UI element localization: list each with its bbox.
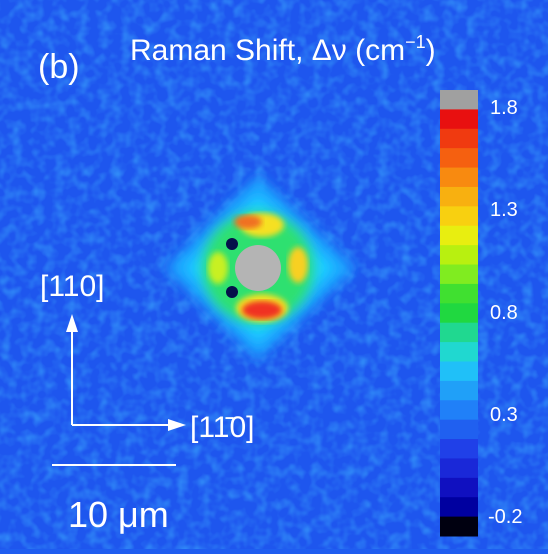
direction-label: [11̄0] bbox=[190, 411, 255, 444]
colorbar-tick-label: -0.2 bbox=[488, 506, 522, 528]
colorbar-segment bbox=[440, 109, 478, 130]
direction-arrows bbox=[66, 314, 186, 431]
colorbar bbox=[440, 90, 478, 537]
title-text: Raman Shift, Δν (cm bbox=[130, 34, 405, 67]
colorbar-segment bbox=[440, 90, 478, 110]
colorbar-tick-label: 0.8 bbox=[490, 302, 518, 324]
colorbar-tick-label: 0.3 bbox=[490, 404, 518, 426]
colorbar-segment bbox=[440, 400, 478, 421]
direction-label: [110] bbox=[40, 270, 105, 303]
colorbar-segment bbox=[440, 322, 478, 343]
panel-label: (b) bbox=[38, 48, 80, 86]
strain-pattern bbox=[165, 175, 355, 360]
colorbar-segment bbox=[440, 245, 478, 266]
scale-bar-label: 10 μm bbox=[68, 494, 169, 535]
colorbar-segment bbox=[440, 419, 478, 440]
colorbar-segment bbox=[440, 458, 478, 479]
colorbar-segment bbox=[440, 439, 478, 459]
colorbar-segment bbox=[440, 128, 478, 149]
title-superscript: −1 bbox=[405, 32, 426, 52]
colorbar-tick-label: 1.8 bbox=[490, 97, 518, 119]
colorbar-segment bbox=[440, 380, 478, 401]
colorbar-segment bbox=[440, 206, 478, 227]
colorbar-segment bbox=[440, 148, 478, 169]
colorbar-segment bbox=[440, 186, 478, 207]
title-closing: ) bbox=[426, 34, 436, 67]
colorbar-segment bbox=[440, 342, 478, 362]
colorbar-segment bbox=[440, 477, 478, 498]
colorbar-segment bbox=[440, 303, 478, 324]
colorbar-segment bbox=[440, 283, 478, 304]
colorbar-segment bbox=[440, 361, 478, 382]
colorbar-segment bbox=[440, 516, 478, 537]
colorbar-segment bbox=[440, 497, 478, 518]
title: Raman Shift, Δν (cm−1) bbox=[130, 32, 436, 67]
colorbar-segment bbox=[440, 264, 478, 285]
colorbar-segment bbox=[440, 167, 478, 188]
colorbar-segment bbox=[440, 225, 478, 246]
colorbar-tick-label: 1.3 bbox=[490, 199, 518, 221]
